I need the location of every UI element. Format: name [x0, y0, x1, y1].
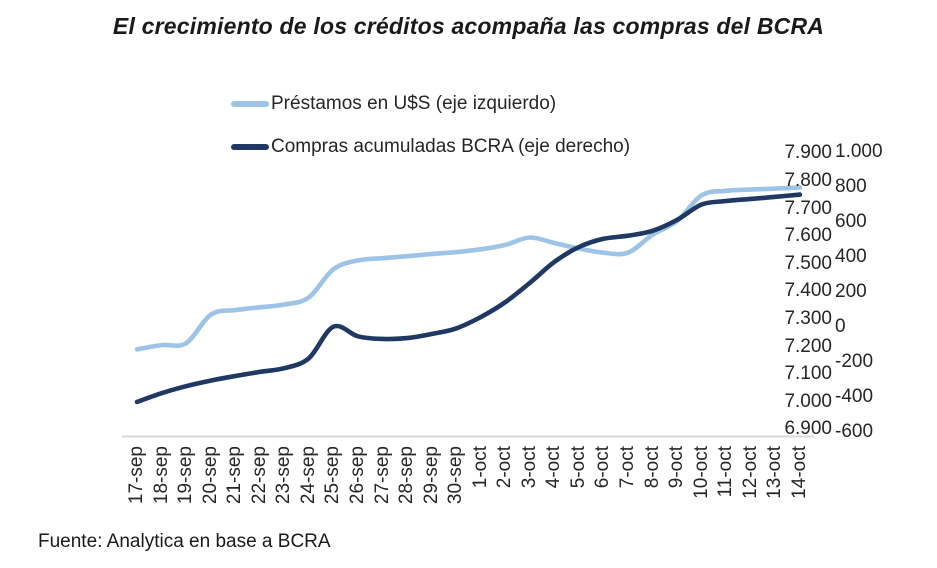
legend-item-prestamos: Préstamos en U$S (eje izquierdo) — [231, 92, 630, 116]
x-axis-tick: 14-oct — [788, 446, 810, 499]
x-axis-tick: 5-oct — [567, 446, 589, 489]
right-axis-tick: 400 — [835, 245, 867, 267]
x-axis-tick: 2-oct — [494, 446, 516, 489]
left-axis-tick: 6.900 — [784, 418, 832, 440]
prestamos-line-series — [134, 185, 803, 352]
right-axis-tick: 0 — [835, 315, 846, 337]
right-axis-tick: 800 — [835, 175, 867, 197]
x-axis-tick: 29-sep — [420, 446, 442, 505]
x-axis-tick: 7-oct — [617, 446, 638, 489]
compras-line-swatch — [231, 144, 269, 150]
x-axis-tick: 18-sep — [150, 446, 172, 505]
x-axis-tick: 20-sep — [199, 446, 221, 505]
x-axis-tick: 1-oct — [469, 446, 491, 489]
left-axis-tick: 7.400 — [784, 280, 832, 302]
x-axis-tick: 11-oct — [715, 446, 737, 498]
x-axis-tick: 27-sep — [371, 446, 393, 505]
x-axis-tick: 30-sep — [445, 446, 467, 505]
prestamos-line-swatch — [231, 101, 269, 107]
source-note: Fuente: Analytica en base a BCRA — [38, 531, 331, 552]
left-axis-tick: 7.500 — [784, 252, 832, 274]
right-axis-tick: -400 — [835, 385, 874, 407]
legend-item-compras: Compras acumuladas BCRA (eje derecho) — [231, 135, 630, 159]
legend-label-compras: Compras acumuladas BCRA (eje derecho) — [271, 136, 631, 157]
x-axis-tick: 13-oct — [764, 446, 786, 499]
left-axis-tick: 7.800 — [784, 169, 832, 191]
x-axis-tick: 24-sep — [297, 446, 319, 505]
chart-title: El crecimiento de los créditos acompaña … — [112, 13, 825, 39]
left-axis-tick: 7.200 — [784, 335, 832, 357]
x-axis-tick: 19-sep — [175, 446, 197, 505]
legend: Préstamos en U$S (eje izquierdo) Compras… — [231, 92, 630, 178]
left-axis-tick: 7.000 — [784, 390, 832, 412]
x-axis-tick: 12-oct — [739, 446, 761, 499]
x-axis-tick: 9-oct — [666, 446, 688, 489]
left-axis-tick: 7.600 — [784, 225, 832, 247]
right-axis-tick: 200 — [835, 280, 867, 302]
x-axis-tick: 8-oct — [641, 446, 663, 489]
legend-label-prestamos: Préstamos en U$S (eje izquierdo) — [271, 93, 557, 114]
x-axis-tick: 4-oct — [543, 446, 565, 489]
left-axis-tick: 7.300 — [784, 307, 832, 329]
x-axis-tick: 10-oct — [690, 446, 712, 499]
x-axis-tick: 3-oct — [518, 446, 540, 489]
left-axis-tick: 7.900 — [784, 142, 832, 164]
x-axis-tick: 25-sep — [322, 446, 344, 505]
right-axis-tick: 600 — [835, 210, 867, 232]
x-axis-tick: 17-sep — [126, 446, 147, 505]
x-axis-tick: 23-sep — [273, 446, 295, 505]
x-axis-tick: 28-sep — [396, 446, 418, 505]
left-axis-tick: 7.700 — [784, 197, 832, 219]
x-axis-tick: 26-sep — [346, 446, 368, 505]
compras-line-series — [134, 192, 803, 405]
x-axis-tick: 21-sep — [224, 446, 246, 505]
x-axis-tick: 6-oct — [592, 446, 614, 489]
right-axis-tick: -200 — [835, 350, 874, 372]
right-axis-tick: 1.000 — [835, 140, 883, 162]
x-axis-tick: 22-sep — [248, 446, 270, 505]
left-axis-tick: 7.100 — [784, 363, 832, 385]
right-axis-tick: -600 — [835, 420, 874, 442]
